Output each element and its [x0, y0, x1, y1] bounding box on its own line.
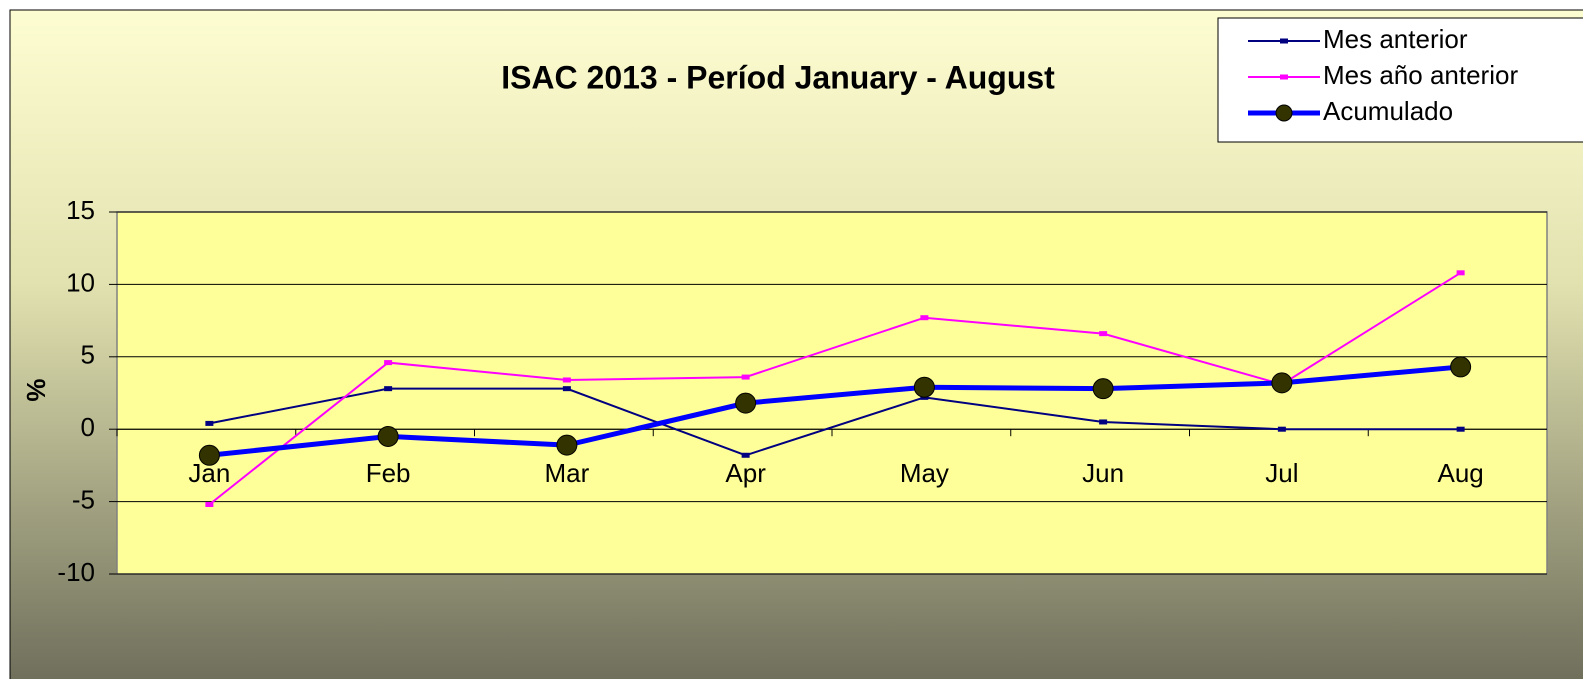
legend-marker [1275, 104, 1293, 122]
data-point [1277, 426, 1286, 432]
data-point [1450, 356, 1472, 378]
chart-title: ISAC 2013 - Períod January - August [501, 59, 1055, 95]
legend-label: Mes anterior [1323, 24, 1468, 54]
y-tick-label: -10 [57, 557, 95, 587]
x-tick-label: Jun [1082, 458, 1124, 488]
y-tick-label: 0 [81, 412, 95, 442]
data-point [1092, 378, 1114, 400]
x-tick-label: Mar [544, 458, 589, 488]
x-tick-label: May [900, 458, 949, 488]
y-tick-label: 10 [66, 267, 95, 297]
y-tick-label: 15 [66, 195, 95, 225]
data-point [384, 386, 393, 392]
data-point [384, 360, 393, 366]
x-tick-label: Jul [1265, 458, 1298, 488]
data-point [562, 377, 571, 383]
data-point [205, 420, 214, 426]
legend-marker [1280, 38, 1288, 44]
series-line [209, 387, 1461, 457]
x-tick-label: Feb [366, 458, 411, 488]
data-point [920, 315, 929, 321]
legend-label: Mes año anterior [1323, 60, 1518, 90]
data-point [1099, 331, 1108, 337]
y-axis-label: % [21, 378, 51, 401]
data-point [198, 444, 220, 466]
data-point [562, 386, 571, 392]
data-point [741, 374, 750, 380]
y-tick-label: 5 [81, 340, 95, 370]
data-point [735, 392, 757, 414]
series-line [209, 364, 1461, 458]
data-point [913, 376, 935, 398]
y-tick-label: -5 [72, 484, 95, 514]
data-point [377, 425, 399, 447]
legend [1217, 17, 1583, 143]
x-tick-label: Aug [1437, 458, 1483, 488]
data-point [205, 501, 214, 507]
data-point [556, 434, 578, 456]
data-point [1456, 426, 1465, 432]
series-line [208, 271, 1462, 506]
data-point [741, 452, 750, 458]
legend-marker [1280, 74, 1288, 80]
x-tick-label: Apr [725, 458, 766, 488]
data-point [1456, 270, 1465, 276]
legend-label: Acumulado [1323, 96, 1453, 126]
data-point [1271, 372, 1293, 394]
data-point [1099, 419, 1108, 425]
